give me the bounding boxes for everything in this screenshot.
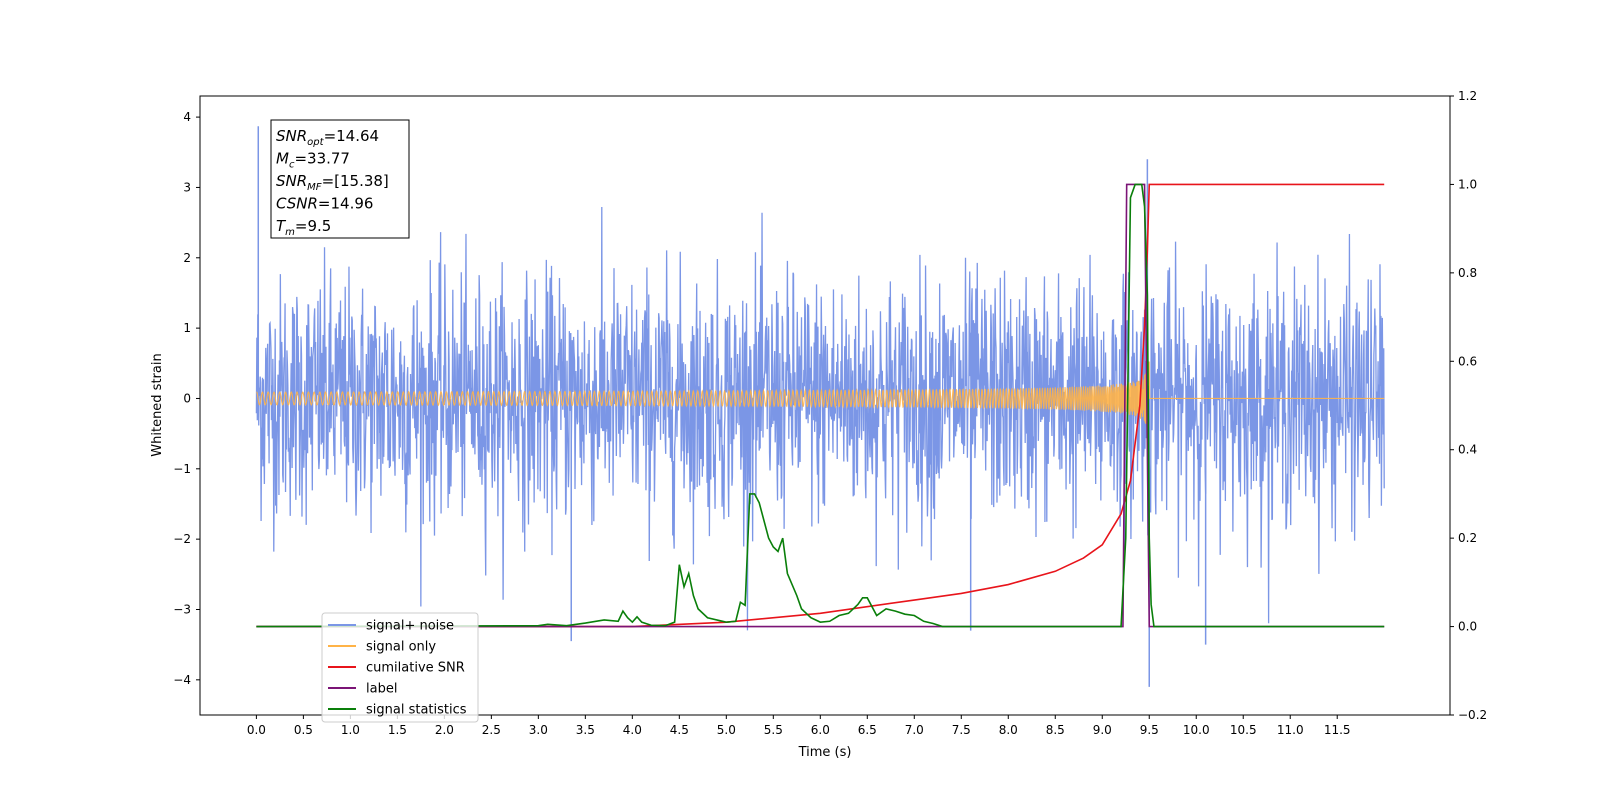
y-tick-label: 1 — [183, 321, 191, 335]
x-tick-label: 9.0 — [1093, 723, 1112, 737]
x-tick-label: 9.5 — [1140, 723, 1159, 737]
annotation-line: SNRMF=[15.38] — [276, 172, 389, 193]
x-tick-label: 0.0 — [247, 723, 266, 737]
y2-tick-label: 0.0 — [1458, 620, 1477, 634]
annotation-line: SNRopt=14.64 — [276, 127, 379, 148]
x-tick-label: 8.5 — [1046, 723, 1065, 737]
legend-label: signal only — [366, 640, 436, 655]
x-tick-label: 5.5 — [764, 723, 783, 737]
plot-frame — [199, 95, 1451, 716]
x-tick-label: 1.0 — [341, 723, 360, 737]
x-tick-label: 2.0 — [435, 723, 454, 737]
legend: signal+ noise signal only cumilative SNR la… — [321, 612, 479, 723]
y-tick-label: −4 — [173, 673, 191, 687]
x-tick-label: 5.0 — [717, 723, 736, 737]
legend-label: label — [366, 682, 397, 697]
legend-label: signal+ noise — [366, 619, 454, 634]
annotation-line: CSNR=14.96 — [276, 195, 373, 213]
x-tick-label: 4.0 — [623, 723, 642, 737]
annotation-line: Mc=33.77 — [276, 150, 350, 171]
x-tick-label: 11.5 — [1324, 723, 1351, 737]
y-tick-label: −2 — [173, 532, 191, 546]
x-tick-label: 7.0 — [905, 723, 924, 737]
y2-tick-label: 1.0 — [1458, 177, 1477, 191]
y-axis-right: 1.2 1.0 0.8 0.6 0.4 0.2 0.0 −0.2 — [1450, 89, 1487, 722]
y2-tick-label: 1.2 — [1458, 89, 1477, 103]
y2-tick-label: 0.6 — [1458, 354, 1477, 368]
annotation-line: Tm=9.5 — [276, 217, 331, 238]
x-axis-label: Time (s) — [798, 745, 852, 760]
y2-tick-label: 0.2 — [1458, 531, 1477, 545]
y2-tick-label: 0.4 — [1458, 443, 1477, 457]
y-tick-label: −1 — [173, 462, 191, 476]
series-signal-only — [256, 361, 1385, 430]
x-tick-label: 0.5 — [294, 723, 313, 737]
x-tick-label: 6.5 — [858, 723, 877, 737]
y-tick-label: 4 — [183, 110, 191, 124]
y-axis-left: 4 3 2 1 0 −1 −2 −3 −4 — [173, 110, 200, 687]
y2-tick-label: −0.2 — [1458, 708, 1487, 722]
x-tick-label: 6.0 — [811, 723, 830, 737]
annotation-frame — [270, 119, 410, 239]
x-tick-label: 10.5 — [1230, 723, 1257, 737]
y-tick-label: −3 — [173, 602, 191, 616]
x-tick-label: 3.5 — [576, 723, 595, 737]
x-tick-label: 2.5 — [482, 723, 501, 737]
y-tick-label: 2 — [183, 251, 191, 265]
legend-frame — [321, 612, 479, 723]
x-tick-label: 8.0 — [999, 723, 1018, 737]
x-tick-label: 4.5 — [670, 723, 689, 737]
x-tick-label: 11.0 — [1277, 723, 1304, 737]
legend-label: cumilative SNR — [366, 661, 465, 676]
x-tick-label: 7.5 — [952, 723, 971, 737]
x-tick-label: 3.0 — [529, 723, 548, 737]
x-tick-label: 1.5 — [388, 723, 407, 737]
y2-tick-label: 0.8 — [1458, 266, 1477, 280]
y-tick-label: 3 — [183, 180, 191, 194]
series-layer — [255, 126, 1385, 687]
y-tick-label: 0 — [183, 391, 191, 405]
y-axis-label: Whitened strain — [150, 353, 165, 456]
series-signal-statistics — [256, 183, 1385, 628]
x-axis: 0.0 0.5 1.0 1.5 2.0 2.5 3.0 3.5 4.0 4.5 5.0 5.5 6.0 6… — [247, 715, 1351, 737]
legend-label: signal statistics — [366, 703, 467, 718]
x-tick-label: 10.0 — [1183, 723, 1210, 737]
